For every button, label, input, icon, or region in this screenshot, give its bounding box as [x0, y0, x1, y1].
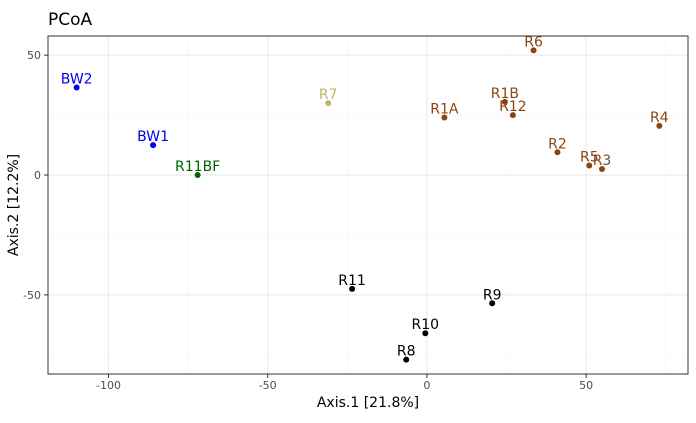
data-point-r3	[599, 166, 606, 173]
data-points	[73, 47, 663, 363]
data-point-r10	[422, 330, 429, 337]
point-label-r12: R12	[499, 99, 527, 115]
panel-border	[47, 35, 689, 375]
point-label-r2: R2	[548, 136, 567, 152]
chart-title: PCoA	[48, 10, 93, 30]
data-point-r1b	[501, 98, 508, 105]
y-axis-title: Axis.2 [12.2%]	[6, 154, 22, 256]
point-label-r1a: R1A	[430, 102, 459, 118]
x-tick-label: 0	[423, 379, 430, 392]
data-point-r7	[325, 100, 332, 107]
data-point-r4	[656, 122, 663, 129]
point-label-r6: R6	[524, 34, 543, 50]
point-label-bw2: BW2	[61, 72, 93, 88]
point-label-r8: R8	[397, 344, 416, 360]
data-point-bw2	[73, 84, 80, 91]
data-point-r11	[349, 285, 356, 292]
point-label-r3: R3	[593, 153, 612, 169]
point-label-r1b: R1B	[491, 86, 519, 102]
data-point-r6	[530, 47, 537, 54]
point-label-r11bf: R11BF	[175, 159, 220, 175]
data-point-r5	[586, 162, 593, 169]
y-tick-label: 50	[27, 49, 41, 62]
data-point-r1a	[441, 114, 448, 121]
x-axis-title: Axis.1 [21.8%]	[317, 395, 419, 411]
x-tick-label: 50	[579, 379, 593, 392]
data-point-r2	[554, 149, 561, 156]
axes: -100 -50 0 50 -50 0 50	[23, 35, 689, 392]
x-tick-label: -100	[96, 379, 121, 392]
y-tick-label: -50	[23, 289, 41, 302]
plot-panel	[48, 36, 688, 374]
grid-lines	[48, 36, 688, 374]
data-point-r11bf	[194, 172, 201, 179]
data-point-r12	[509, 112, 516, 119]
point-label-bw1: BW1	[137, 129, 169, 145]
data-point-r8	[403, 356, 410, 363]
point-label-r7: R7	[319, 87, 338, 103]
point-label-r9: R9	[483, 287, 502, 303]
data-point-bw1	[150, 142, 157, 149]
x-tick-label: -50	[259, 379, 277, 392]
data-point-r9	[489, 300, 496, 307]
point-label-r10: R10	[412, 317, 440, 333]
y-tick-label: 0	[34, 169, 41, 182]
point-label-r11: R11	[338, 273, 366, 289]
point-label-r4: R4	[650, 110, 669, 126]
point-label-r5: R5	[580, 149, 599, 165]
